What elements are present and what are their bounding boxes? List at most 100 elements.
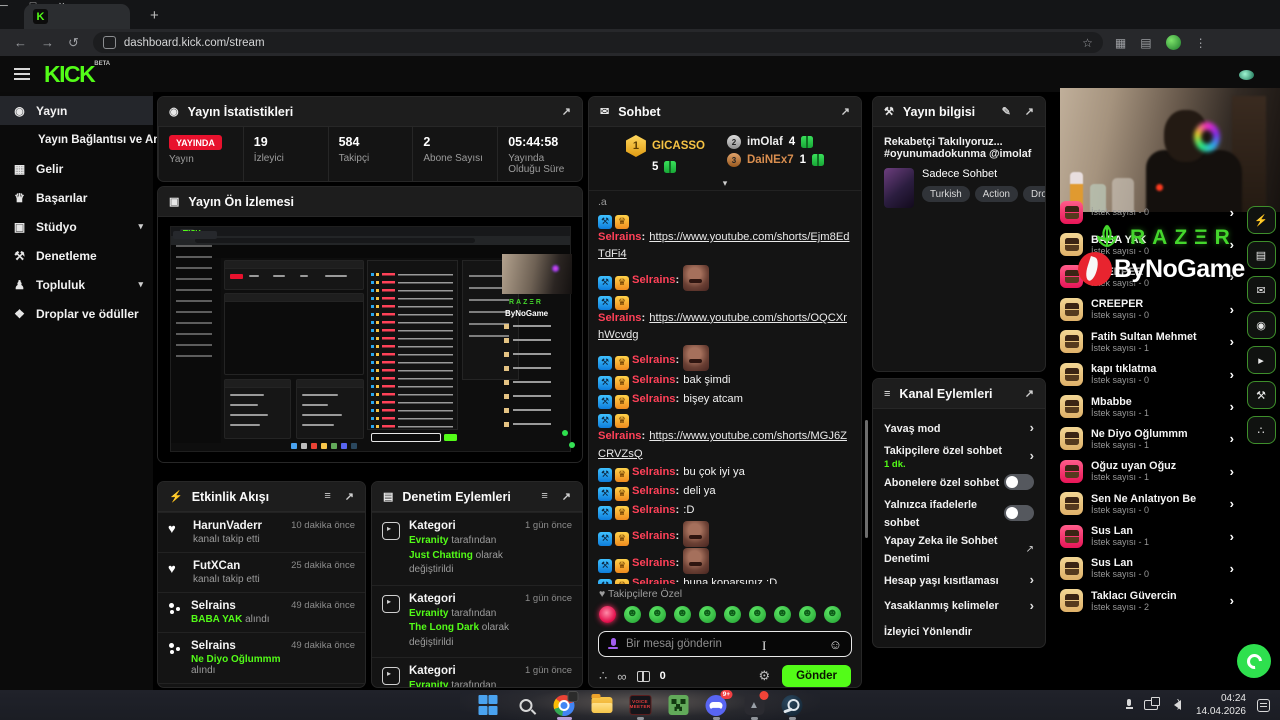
header-coin-icon[interactable] [1239, 70, 1254, 80]
scrollbar-thumb[interactable] [865, 420, 868, 538]
activity-event-row[interactable]: ♥ HarunVaderr kanalı takip etti 10 dakik… [158, 512, 365, 552]
filter-icon[interactable]: ≡ [324, 490, 331, 502]
category-name[interactable]: Sadece Sohbet [922, 168, 998, 180]
microphone-icon[interactable] [608, 637, 618, 651]
chat-username[interactable]: Selrains [632, 577, 679, 584]
sidebar-item[interactable]: ▣ Stüdyo ▾ [0, 212, 153, 241]
chevron-right-icon[interactable]: › [1229, 269, 1234, 285]
expand-icon[interactable]: ↗ [1024, 106, 1034, 118]
chat-username[interactable]: Selrains [632, 393, 679, 405]
category-thumbnail[interactable] [884, 168, 914, 208]
request-row[interactable]: CREEPER İstek sayısı - 0 › [1056, 293, 1238, 325]
window-minimize-button[interactable]: ─ [0, 0, 8, 12]
external-link-icon[interactable]: ↗ [1025, 543, 1034, 555]
activity-event-row[interactable]: Selrains BABA YAK alındı 49 dakika önce [158, 592, 365, 632]
taskbar-search-button[interactable] [515, 694, 538, 717]
edit-icon[interactable]: ✎ [1001, 106, 1011, 118]
sidebar-item[interactable]: ♟ Topluluk ▾ [0, 270, 153, 299]
chevron-right-icon[interactable]: › [1229, 593, 1234, 609]
toggle-switch[interactable] [1004, 474, 1034, 491]
rail-button[interactable]: ▸ [1246, 346, 1276, 374]
quick-emote-button[interactable] [624, 606, 641, 623]
chat-username[interactable]: Selrains [632, 530, 679, 542]
taskbar-app-button[interactable]: ▲ [743, 690, 769, 720]
bookmark-star-icon[interactable]: ☆ [1082, 35, 1093, 50]
quick-emote-button[interactable] [599, 606, 616, 623]
tray-speaker-icon[interactable] [1169, 698, 1181, 710]
chevron-right-icon[interactable]: › [1229, 463, 1234, 479]
channel-action-row[interactable]: Yavaş mod › [884, 415, 1034, 441]
quick-emote-button[interactable] [749, 606, 766, 623]
chat-username[interactable]: Selrains [632, 504, 679, 516]
activity-event-row[interactable]: Evranity Sus Lan alındı 50 dakika önce [158, 683, 365, 687]
chat-username[interactable]: Selrains [632, 354, 679, 366]
channel-action-row[interactable]: Takipçilere özel sohbet 1 dk. › [884, 441, 1034, 470]
chevron-right-icon[interactable]: › [1229, 334, 1234, 350]
request-row[interactable]: İstek sayısı - 0 › [1056, 196, 1238, 228]
chevron-right-icon[interactable]: › [1229, 431, 1234, 447]
chevron-right-icon[interactable]: › [1229, 204, 1234, 220]
chat-username[interactable]: Selrains [598, 430, 645, 442]
chat-username[interactable]: Selrains [632, 374, 679, 386]
taskbar-steam-button[interactable] [781, 694, 804, 720]
moderation-entry-row[interactable]: Kategori Evranity tarafından Just Chatti… [372, 512, 582, 585]
emoji-picker-icon[interactable]: ☺ [828, 636, 842, 652]
quick-emote-button[interactable] [799, 606, 816, 623]
request-row[interactable]: Sus Lan İstek sayısı - 1 › [1056, 520, 1238, 552]
tray-display-icon[interactable] [1143, 697, 1160, 710]
chat-username[interactable]: Selrains [598, 231, 645, 243]
hamburger-menu-icon[interactable] [14, 68, 30, 80]
chat-username[interactable]: Selrains [632, 485, 679, 497]
sidebar-item[interactable]: ▦ Gelir [0, 154, 153, 183]
chat-username[interactable]: Selrains [632, 557, 679, 569]
filter-icon[interactable]: ≡ [541, 490, 548, 502]
site-settings-icon[interactable] [102, 36, 116, 49]
chat-username[interactable]: Selrains [632, 466, 679, 478]
chevron-right-icon[interactable]: › [1229, 301, 1234, 317]
sidebar-item[interactable]: ❖ Droplar ve ödüller [0, 299, 153, 328]
kick-logo[interactable]: KICKBETA [44, 60, 111, 87]
identity-dots-icon[interactable]: ∴ [599, 668, 608, 683]
chevron-right-icon[interactable]: › [1029, 447, 1034, 463]
expand-icon[interactable]: ↗ [1024, 388, 1034, 400]
channel-action-row[interactable]: Yalnızca ifadelerle sohbet [884, 495, 1034, 531]
chevron-right-icon[interactable]: › [1029, 597, 1034, 613]
chevron-right-icon[interactable]: › [1229, 560, 1234, 576]
expand-icon[interactable]: ↗ [561, 491, 571, 503]
rail-button[interactable]: ✉ [1246, 276, 1276, 304]
chevron-right-icon[interactable]: › [1029, 420, 1034, 436]
quick-emote-button[interactable] [649, 606, 666, 623]
request-row[interactable]: Oğuz uyan Oğuz İstek sayısı - 1 › [1056, 455, 1238, 487]
message-link[interactable]: https://www.youtube.com/shorts/OQCXrhWcv… [598, 311, 847, 342]
rail-button[interactable]: ▤ [1246, 241, 1276, 269]
quick-emote-button[interactable] [724, 606, 741, 623]
extensions-icon[interactable]: ▦ [1114, 35, 1127, 50]
forward-icon[interactable]: → [41, 35, 54, 50]
request-row[interactable]: Taklacı Güvercin İstek sayısı - 2 › [1056, 585, 1238, 617]
browser-tab[interactable]: K [24, 4, 130, 29]
gift-box-icon[interactable] [636, 670, 650, 682]
channel-action-row[interactable]: Hedefleri belirleyinAktif hedefler - 2 › [884, 644, 1034, 648]
rail-button[interactable]: ◉ [1246, 311, 1276, 339]
message-link[interactable]: https://www.youtube.com/shorts/MGJ6ZCRVZ… [598, 430, 847, 460]
chat-username[interactable]: Selrains [598, 312, 645, 324]
chevron-right-icon[interactable]: › [1229, 399, 1234, 415]
chevron-right-icon[interactable]: › [1229, 496, 1234, 512]
taskbar-chrome-button[interactable] [553, 690, 579, 720]
quick-emote-button[interactable] [674, 606, 691, 623]
browser-menu-icon[interactable]: ⋮ [1194, 35, 1207, 50]
taskbar-clock[interactable]: 04:24 14.04.2026 [1196, 692, 1246, 718]
expand-icon[interactable]: ↗ [840, 106, 850, 118]
rail-button[interactable]: ⚡ [1246, 206, 1276, 234]
channel-action-row[interactable]: Hesap yaşı kısıtlaması › [884, 567, 1034, 593]
expand-icon[interactable]: ↗ [344, 491, 354, 503]
support-chat-button[interactable] [1237, 644, 1271, 678]
expand-icon[interactable]: ↗ [561, 106, 571, 118]
chat-username[interactable]: Selrains [632, 274, 679, 286]
quick-emote-button[interactable] [824, 606, 841, 623]
back-icon[interactable]: ← [14, 35, 27, 50]
moderation-entry-row[interactable]: Kategori Evranity tarafından Just Chatti… [372, 657, 582, 687]
moderation-entry-row[interactable]: Kategori Evranity tarafından The Long Da… [372, 584, 582, 658]
chevron-right-icon[interactable]: › [1029, 572, 1034, 588]
send-button[interactable]: Gönder [782, 665, 851, 687]
